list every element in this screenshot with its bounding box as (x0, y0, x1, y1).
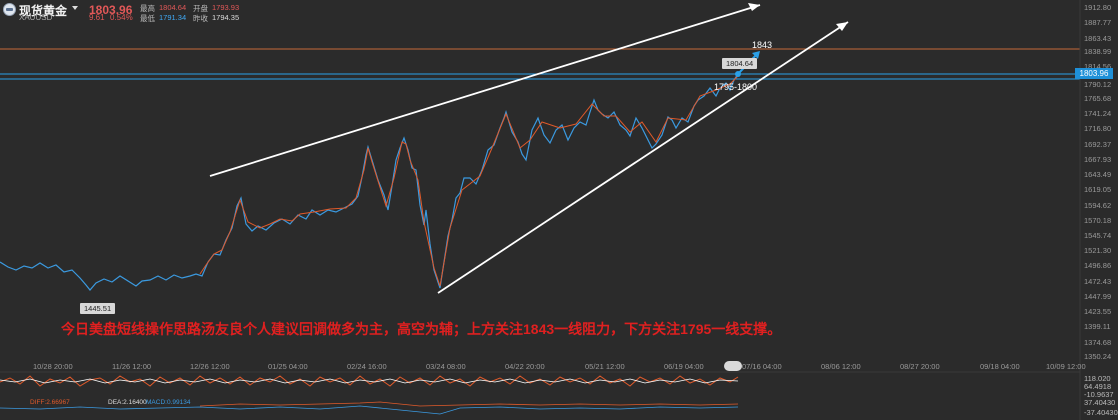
price-axis-tick: 1863.43 (1084, 34, 1112, 43)
open-value: 1793.93 (212, 3, 240, 12)
upper-arrowhead-icon (748, 3, 760, 11)
date-axis-tick: 07/16 04:00 (742, 362, 782, 371)
macd-diff-label: DIFF:2.66967 (30, 399, 70, 406)
price-axis-tick: 1790.12 (1084, 80, 1112, 89)
date-cursor-highlight (724, 361, 742, 371)
last-price: 1803.96 (89, 3, 133, 17)
analysis-text: 今日美盘短线操作思路汤友良个人建议回调做多为主，高空为辅；上方关注1843一线阻… (61, 321, 782, 337)
price-axis-tick: 1350.24 (1084, 352, 1112, 361)
price-axis-tick: 1912.80 (1084, 3, 1112, 12)
price-axis-tick: 1716.80 (1084, 124, 1112, 133)
high-value: 1804.64 (159, 3, 187, 12)
price-axis-tick: 1423.55 (1084, 307, 1112, 316)
date-axis-tick: 10/09 12:00 (1046, 362, 1086, 371)
price-axis-tick: 1667.93 (1084, 155, 1112, 164)
price-axis-tick: 1619.05 (1084, 185, 1112, 194)
prev-close-value: 1794.35 (212, 13, 240, 22)
date-axis-tick: 06/19 04:00 (664, 362, 704, 371)
price-axis-tick: 1472.43 (1084, 277, 1112, 286)
date-axis-tick: 04/22 20:00 (505, 362, 545, 371)
symbol-header: 现货黄金 XAUUSD 1803.96 9.61 0.54% 最高 1804.6… (0, 0, 1080, 23)
date-axis-tick: 03/24 08:00 (426, 362, 466, 371)
price-change: 9.61 (89, 13, 105, 22)
date-axis-tick: 08/27 20:00 (900, 362, 940, 371)
price-axis-tick: 1447.99 (1084, 292, 1112, 301)
price-axis-tick: 1570.18 (1084, 216, 1112, 225)
chevron-down-icon[interactable] (72, 6, 78, 10)
price-line-up (199, 75, 739, 287)
price-axis-tick: 1545.74 (1084, 231, 1112, 240)
macd-value-label: MACD:0.99134 (146, 399, 191, 406)
price-axis-tick: 1521.30 (1084, 246, 1112, 255)
price-axis-tick: 1643.49 (1084, 170, 1112, 179)
price-axis-tick: 1692.37 (1084, 140, 1112, 149)
symbol-name[interactable]: 现货黄金 (19, 4, 68, 18)
price-axis-tick: 1814.56 (1084, 62, 1112, 71)
low-label: 最低 (140, 14, 155, 23)
prev-close-label: 昨收 (193, 14, 208, 23)
date-axis-tick: 11/26 12:00 (112, 362, 152, 371)
macd-axis-tick: 64.4918 (1084, 382, 1112, 391)
date-axis-tick: 10/28 20:00 (33, 362, 73, 371)
price-axis-tick: 1838.99 (1084, 47, 1112, 56)
gold-logo-icon (3, 3, 16, 16)
current-price-tag: 1803.96 (1075, 68, 1113, 79)
lower-trend-line (437, 21, 849, 294)
date-axis-tick: 08/06 12:00 (821, 362, 861, 371)
upper-trend-line (209, 4, 761, 177)
target-arrowhead-icon (752, 51, 760, 59)
price-axis-tick: 1594.62 (1084, 201, 1112, 210)
low-value: 1791.34 (159, 13, 187, 22)
date-axis-tick: 09/18 04:00 (980, 362, 1020, 371)
price-axis-tick: 1765.68 (1084, 94, 1112, 103)
date-axis-tick: 05/21 12:00 (585, 362, 625, 371)
date-axis-tick: 01/25 04:00 (268, 362, 308, 371)
open-label: 开盘 (193, 4, 208, 13)
current-point-marker (735, 71, 741, 77)
macd-axis-tick: 118.020 (1084, 374, 1111, 383)
price-axis-tick: 1496.86 (1084, 261, 1112, 270)
price-line (0, 73, 739, 291)
lower-arrowhead-icon (836, 22, 848, 31)
macd-dif-line (0, 375, 739, 387)
macd-histogram-up (199, 401, 739, 407)
price-change-pct: 0.54% (110, 13, 133, 22)
price-axis-tick: 1374.68 (1084, 338, 1112, 347)
target-label: 1843 (752, 40, 773, 50)
high-price-tag: 1804.64 (722, 58, 758, 69)
macd-dea-line (0, 378, 739, 384)
low-price-tag: 1445.51 (80, 303, 116, 314)
macd-axis-tick: -37.40430 (1084, 408, 1118, 417)
price-axis-tick: 1887.77 (1084, 18, 1112, 27)
high-label: 最高 (140, 4, 155, 13)
macd-dea-label: DEA:2.16400 (108, 399, 147, 406)
macd-axis-tick: 37.40430 (1084, 398, 1116, 407)
price-axis-tick: 1399.11 (1084, 322, 1111, 331)
date-axis-tick: 12/26 12:00 (190, 362, 230, 371)
price-axis-tick: 1741.24 (1084, 109, 1112, 118)
date-axis-tick: 02/24 16:00 (347, 362, 387, 371)
support-zone-label: 1795-1800 (714, 82, 758, 92)
macd-axis-tick: -10.9637 (1084, 390, 1114, 399)
macd-histogram (0, 405, 739, 415)
symbol-code: XAUUSD (19, 13, 53, 22)
